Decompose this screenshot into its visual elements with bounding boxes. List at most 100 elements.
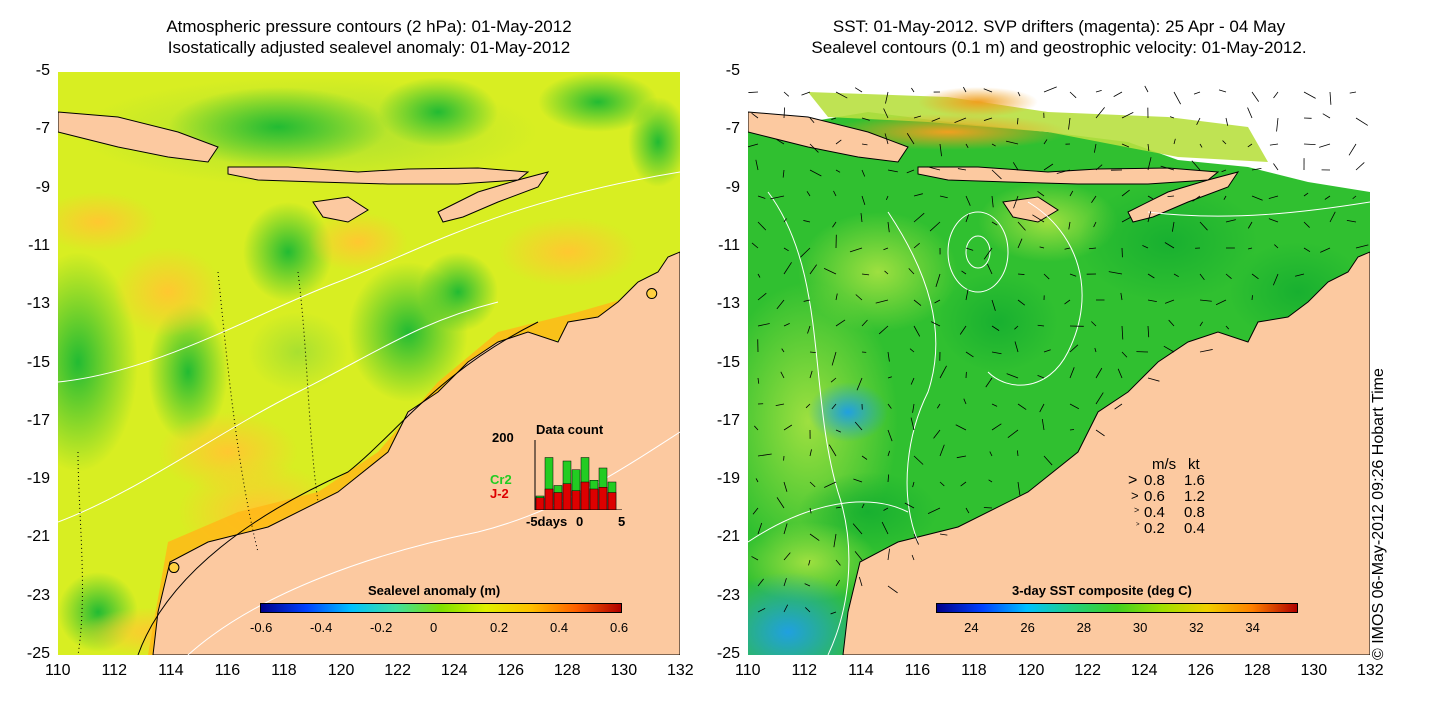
colorbar-tick-label: 24: [964, 620, 979, 635]
lon-tick-label: 122: [384, 662, 411, 679]
colorbar-tick-label: 0.6: [610, 620, 629, 635]
left-title-line2: Isostatically adjusted sealevel anomaly:…: [167, 38, 571, 57]
sealevel-anomaly-map: [58, 72, 680, 655]
legend-kt-2: 1.2: [1184, 488, 1205, 505]
colorbar-tick-label: 0.2: [490, 620, 509, 635]
java-land: [58, 111, 219, 163]
legend-kt-4: 0.4: [1184, 520, 1205, 537]
lat-tick-label: -21: [716, 528, 740, 546]
lon-tick-label: 122: [1074, 662, 1101, 679]
sst-map: [748, 72, 1370, 655]
legend-kt-1: 1.6: [1184, 472, 1205, 489]
inset-bar-cr2: [544, 457, 554, 510]
lat-tick-label: -7: [725, 120, 740, 138]
inset-title: Data count: [536, 422, 604, 437]
inset-bar-j2: [598, 487, 608, 510]
left-colorbar-ticks: -0.6 -0.4 -0.2 0 0.2 0.4 0.6: [250, 620, 628, 638]
lat-tick-label: -9: [725, 178, 740, 196]
lon-tick-label: 118: [271, 662, 297, 679]
inset-bar-j2: [535, 497, 545, 510]
legend-ms-1: 0.8: [1144, 472, 1165, 489]
legend-arrow-4: >: [1136, 522, 1140, 528]
legend-header-ms: m/s: [1152, 456, 1177, 473]
inset-series-j2: J-2: [490, 486, 509, 501]
lat-tick-label: -19: [716, 470, 740, 488]
right-title-line2: Sealevel contours (0.1 m) and geostrophi…: [811, 38, 1307, 57]
inset-bar-j2: [553, 492, 563, 510]
lon-tick-label: 128: [1243, 662, 1271, 679]
lon-tick-label: 126: [1187, 662, 1215, 679]
lon-tick-label: 112: [791, 662, 818, 679]
lon-tick-label: 120: [327, 662, 355, 679]
colorbar-tick-label: 0.4: [550, 620, 569, 635]
inset-bar-j2: [580, 481, 590, 510]
australia-land-right: [842, 251, 1370, 655]
colorbar-tick-label: 26: [1020, 620, 1035, 635]
colorbar-tick-label: -0.2: [370, 620, 393, 635]
lon-tick-label: 114: [848, 662, 874, 679]
lat-tick-label: -21: [26, 528, 50, 546]
inset-y-tick: 200: [492, 430, 514, 445]
colorbar-tick-label: 34: [1245, 620, 1260, 635]
right-colorbar-label: 3-day SST composite (deg C): [1012, 583, 1192, 598]
legend-header-kt: kt: [1188, 456, 1200, 473]
left-colorbar: [260, 603, 622, 613]
lon-tick-label: 124: [440, 662, 468, 679]
right-title-line1: SST: 01-May-2012. SVP drifters (magenta)…: [832, 17, 1286, 36]
lon-tick-label: 132: [1357, 662, 1384, 679]
inset-bar-j2: [571, 490, 581, 510]
inset-bar-j2: [607, 492, 617, 510]
velocity-legend: m/s kt > 0.8 1.6 > 0.6 1.2 > 0.4 0.8 > 0…: [1128, 456, 1238, 546]
inset-x-tick-start: -5days: [526, 514, 568, 529]
inset-x-tick-end: 5: [618, 514, 626, 529]
lat-tick-label: -19: [26, 470, 50, 488]
lat-tick-label: -23: [716, 586, 740, 604]
lon-tick-label: 118: [961, 662, 987, 679]
colorbar-tick-label: -0.4: [310, 620, 333, 635]
colorbar-tick-label: -0.6: [250, 620, 273, 635]
imos-credit: © IMOS 06-May-2012 09:26 Hobart Time: [1370, 368, 1387, 660]
lat-tick-label: -15: [26, 353, 50, 371]
lat-tick-label: -25: [26, 645, 50, 662]
right-colorbar: [936, 603, 1298, 613]
legend-ms-2: 0.6: [1144, 488, 1165, 505]
left-lon-axis: 110 112 114 116 118 120 122 124 126 128 130 132: [0, 662, 720, 686]
lat-tick-label: -25: [716, 645, 740, 662]
lat-tick-label: -11: [718, 236, 740, 254]
lon-tick-label: 128: [553, 662, 581, 679]
legend-ms-3: 0.4: [1144, 504, 1165, 521]
inset-bar-j2: [562, 483, 572, 510]
right-lon-axis: 110 112 114 116 118 120 122 124 126 128 130 132: [690, 662, 1410, 686]
lat-tick-label: -5: [725, 62, 740, 79]
lat-tick-label: -13: [26, 295, 50, 313]
inset-bar-plot: [534, 440, 622, 510]
lon-tick-label: 132: [667, 662, 694, 679]
inset-axis-line: [534, 440, 622, 510]
lat-tick-label: -17: [716, 411, 740, 429]
lon-tick-label: 110: [735, 662, 761, 679]
timor-land: [437, 171, 550, 223]
legend-arrow-2: >: [1131, 488, 1139, 503]
colorbar-tick-label: 28: [1076, 620, 1092, 635]
inset-bar-cr2: [571, 469, 581, 510]
lon-tick-label: 112: [101, 662, 128, 679]
inset-series-cr2: Cr2: [490, 472, 512, 487]
lon-tick-label: 116: [904, 662, 931, 679]
data-count-inset: Data count 200 Cr2 J-2 -5days 0 5: [490, 420, 650, 530]
colorbar-tick-label: 0: [430, 620, 438, 635]
left-title-line1: Atmospheric pressure contours (2 hPa): 0…: [166, 17, 572, 36]
right-colorbar-ticks: 24 26 28 30 32 34: [936, 620, 1296, 638]
lat-tick-label: -7: [35, 120, 50, 138]
lon-tick-label: 116: [214, 662, 241, 679]
legend-kt-3: 0.8: [1184, 504, 1205, 521]
right-lat-axis: -5 -7 -9 -11 -13 -15 -17 -19 -21 -23 -25: [690, 0, 746, 720]
legend-arrow-3: >: [1134, 505, 1140, 515]
colorbar-tick-label: 32: [1189, 620, 1204, 635]
left-lat-axis: -5 -7 -9 -11 -13 -15 -17 -19 -21 -23 -25: [0, 0, 56, 720]
lon-tick-label: 114: [158, 662, 184, 679]
lon-tick-label: 120: [1017, 662, 1045, 679]
lat-tick-label: -17: [26, 411, 50, 429]
legend-arrow-1: >: [1128, 472, 1138, 489]
lat-tick-label: -15: [716, 353, 740, 371]
lat-tick-label: -23: [26, 586, 50, 604]
